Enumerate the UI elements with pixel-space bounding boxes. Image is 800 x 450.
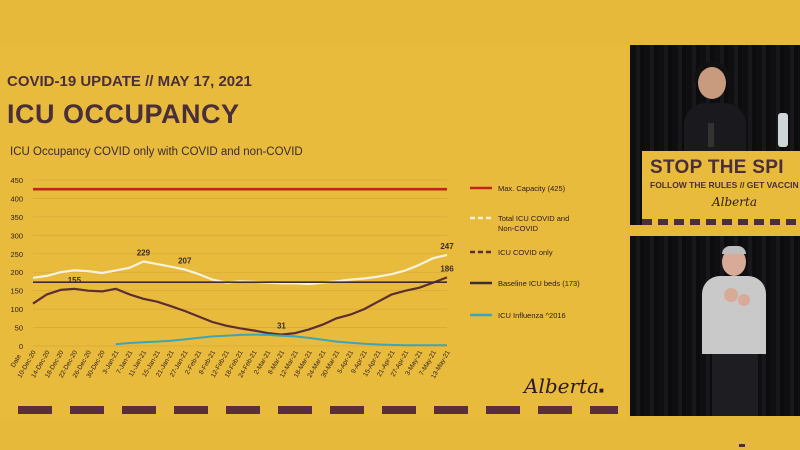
data-label: 186 xyxy=(440,264,454,273)
sign-language-video-feed xyxy=(630,236,800,416)
interpreter-legs xyxy=(712,354,758,416)
data-label: 247 xyxy=(440,242,454,251)
speaker-body xyxy=(684,103,746,153)
y-tick-label: 250 xyxy=(10,250,23,259)
legend-label: ICU COVID only xyxy=(498,248,553,257)
alberta-logo-text: Alberta xyxy=(524,374,599,398)
podium-logo: Alberta xyxy=(712,195,757,209)
data-label: 229 xyxy=(137,249,151,258)
sanitizer-bottle xyxy=(778,113,788,147)
total-icu-line xyxy=(32,253,448,286)
update-line: COVID-19 UPDATE // MAY 17, 2021 xyxy=(7,73,252,90)
y-tick-label: 300 xyxy=(10,231,23,240)
data-label: 31 xyxy=(277,322,286,331)
icu-occupancy-chart: 050100150200250300350400450Date10-Dec-20… xyxy=(10,176,580,380)
y-tick-label: 150 xyxy=(10,287,23,296)
y-tick-label: 400 xyxy=(10,194,23,203)
y-tick-label: 50 xyxy=(15,324,23,333)
podium-sign: STOP THE SPI FOLLOW THE RULES // GET VAC… xyxy=(642,151,800,225)
podium-line-1: STOP THE SPI xyxy=(650,157,784,178)
speaker-head xyxy=(698,67,726,99)
chart-subtitle: ICU Occupancy COVID only with COVID and … xyxy=(10,146,303,158)
covid-only-line xyxy=(32,276,448,336)
y-tick-label: 450 xyxy=(10,176,23,185)
legend-label: Total ICU COVID and Non-COVID xyxy=(498,214,569,233)
legend-label: Baseline ICU beds (173) xyxy=(498,279,580,288)
slide-dash-border xyxy=(18,406,618,414)
podium-line-2: FOLLOW THE RULES // GET VACCIN xyxy=(650,180,799,190)
y-tick-label: 100 xyxy=(10,305,23,314)
legend-label: ICU Influenza ^2016 xyxy=(498,311,566,320)
y-tick-label: 0 xyxy=(19,342,23,351)
data-label: 207 xyxy=(178,257,192,266)
speaker-video-feed: STOP THE SPI FOLLOW THE RULES // GET VAC… xyxy=(630,45,800,225)
podium-dash-border xyxy=(642,219,800,225)
microphone xyxy=(708,123,714,147)
corner-dash xyxy=(739,444,745,447)
interpreter-hair xyxy=(722,246,746,254)
legend-label: Max. Capacity (425) xyxy=(498,184,566,193)
influenza-line xyxy=(115,333,447,347)
interpreter-hand-right xyxy=(738,294,750,306)
logo-mark: ■ xyxy=(599,386,604,395)
interpreter-hand-left xyxy=(724,288,738,302)
slide-heading: ICU OCCUPANCY xyxy=(7,99,240,129)
y-tick-label: 350 xyxy=(10,213,23,222)
data-label: 155 xyxy=(68,276,82,285)
alberta-logo: Alberta■ xyxy=(524,374,604,398)
presentation-slide xyxy=(0,45,627,420)
y-tick-label: 200 xyxy=(10,268,23,277)
